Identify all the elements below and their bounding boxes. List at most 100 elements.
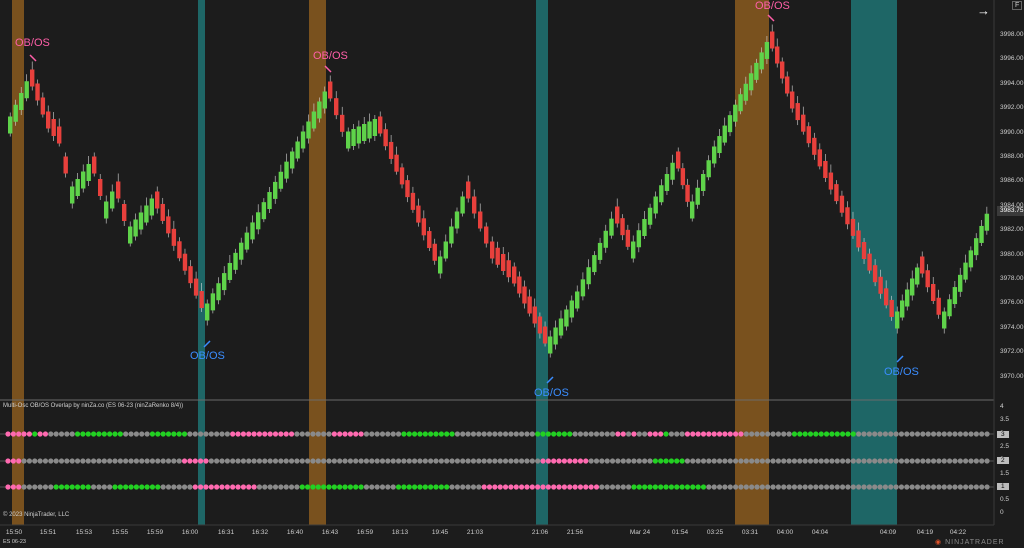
indicator-dot: [829, 458, 835, 464]
price-tick-label: 3970.00: [1000, 372, 1024, 380]
candle-body: [362, 124, 367, 141]
indicator-dot: [422, 458, 428, 464]
candle-body: [472, 196, 477, 214]
arrow-right-icon[interactable]: →: [977, 3, 990, 18]
indicator-dot: [920, 484, 926, 490]
indicator-dot: [647, 458, 653, 464]
indicator-dot: [305, 484, 311, 490]
indicator-dot: [10, 484, 16, 490]
candle-body: [905, 289, 910, 307]
panel-menu-button[interactable]: F: [1012, 1, 1023, 10]
indicator-dot: [37, 458, 43, 464]
candle-body: [647, 207, 653, 225]
indicator-dot: [898, 484, 905, 490]
symbol-tag: ES 06-23: [3, 539, 26, 545]
indicator-dot: [310, 431, 316, 437]
price-tick-label: 3984.00: [1000, 201, 1024, 209]
indicator-dot: [139, 484, 145, 490]
obos-label-2: OB/OS: [313, 50, 348, 62]
indicator-dot: [695, 431, 701, 437]
indicator-dot: [535, 484, 541, 490]
time-tick-label: 04:00: [776, 529, 794, 536]
candle-body: [300, 131, 306, 149]
indicator-dot: [535, 431, 541, 437]
indicator-dot: [925, 431, 931, 437]
indicator-dot: [256, 431, 263, 437]
indicator-dot: [267, 484, 273, 490]
current-price-marker: [997, 206, 1024, 216]
indicator-dot: [770, 458, 776, 464]
indicator-dot: [556, 431, 562, 437]
indicator-dot: [519, 431, 525, 437]
indicator-dot: [716, 431, 723, 437]
indicator-dot: [513, 431, 519, 437]
obos-pointer-6: [896, 355, 904, 363]
indicator-dot: [310, 458, 316, 464]
indicator-dot: [21, 431, 27, 437]
indicator-dot: [251, 458, 257, 464]
indicator-dot: [492, 484, 498, 490]
price-tick-label: 3990.00: [1000, 128, 1024, 136]
indicator-dot: [26, 484, 32, 490]
indicator-dot: [909, 458, 915, 464]
indicator-dot: [342, 458, 348, 464]
indicator-dot: [235, 484, 241, 490]
indicator-dot: [690, 484, 696, 490]
indicator-dot: [834, 458, 840, 464]
indicator-dot: [181, 431, 188, 437]
candle-body: [850, 218, 856, 236]
indicator-dot: [5, 458, 11, 464]
indicator-dot: [224, 431, 230, 437]
indicator-dot: [861, 458, 867, 464]
indicator-dot: [626, 458, 632, 464]
indicator-dot: [112, 431, 118, 437]
indicator-dot: [631, 458, 637, 464]
indicator-dot: [508, 458, 514, 464]
indicator-dot: [519, 458, 525, 464]
indicator-dot: [540, 431, 546, 437]
indicator-dot: [866, 458, 872, 464]
candle-body: [210, 293, 216, 311]
time-tick-label: 16:00: [181, 529, 199, 536]
candle-body: [19, 93, 24, 110]
candle-body: [92, 156, 97, 174]
indicator-dot: [262, 431, 268, 437]
indicator-dot: [251, 431, 257, 437]
indicator-dot: [230, 431, 236, 437]
indicator-dot: [230, 458, 236, 464]
candle-body: [631, 241, 636, 259]
indicator-dot: [417, 484, 423, 490]
indicator-dot: [123, 458, 129, 464]
indicator-dot: [428, 484, 434, 490]
time-tick-label: 03:31: [741, 529, 759, 536]
indicator-dot: [53, 431, 59, 437]
indicator-dot: [449, 458, 455, 464]
indicator-dot: [636, 484, 642, 490]
indicator-dot: [101, 458, 107, 464]
indicator-dot: [663, 431, 669, 437]
candle-body: [569, 300, 574, 318]
candle-body: [405, 180, 410, 198]
indicator-dot: [770, 484, 776, 490]
candle-body: [75, 179, 80, 196]
indicator-dot: [438, 458, 444, 464]
indicator-dot: [230, 484, 236, 490]
indicator-dot: [727, 458, 733, 464]
time-tick-label: 16:43: [321, 529, 339, 536]
indicator-dot: [850, 484, 856, 490]
indicator-dot: [438, 431, 444, 437]
candle-body: [856, 230, 861, 248]
candle-body: [443, 241, 448, 259]
indicator-dot: [845, 484, 851, 490]
obos-label-5: OB/OS: [534, 387, 569, 399]
indicator-dot: [449, 484, 455, 490]
indicator-dot: [246, 431, 252, 437]
indicator-dot: [781, 431, 787, 437]
indicator-dot: [834, 484, 840, 490]
indicator-dot: [947, 484, 953, 490]
indicator-dot: [395, 458, 402, 464]
candle-body: [706, 160, 711, 178]
candle-body: [227, 262, 233, 280]
